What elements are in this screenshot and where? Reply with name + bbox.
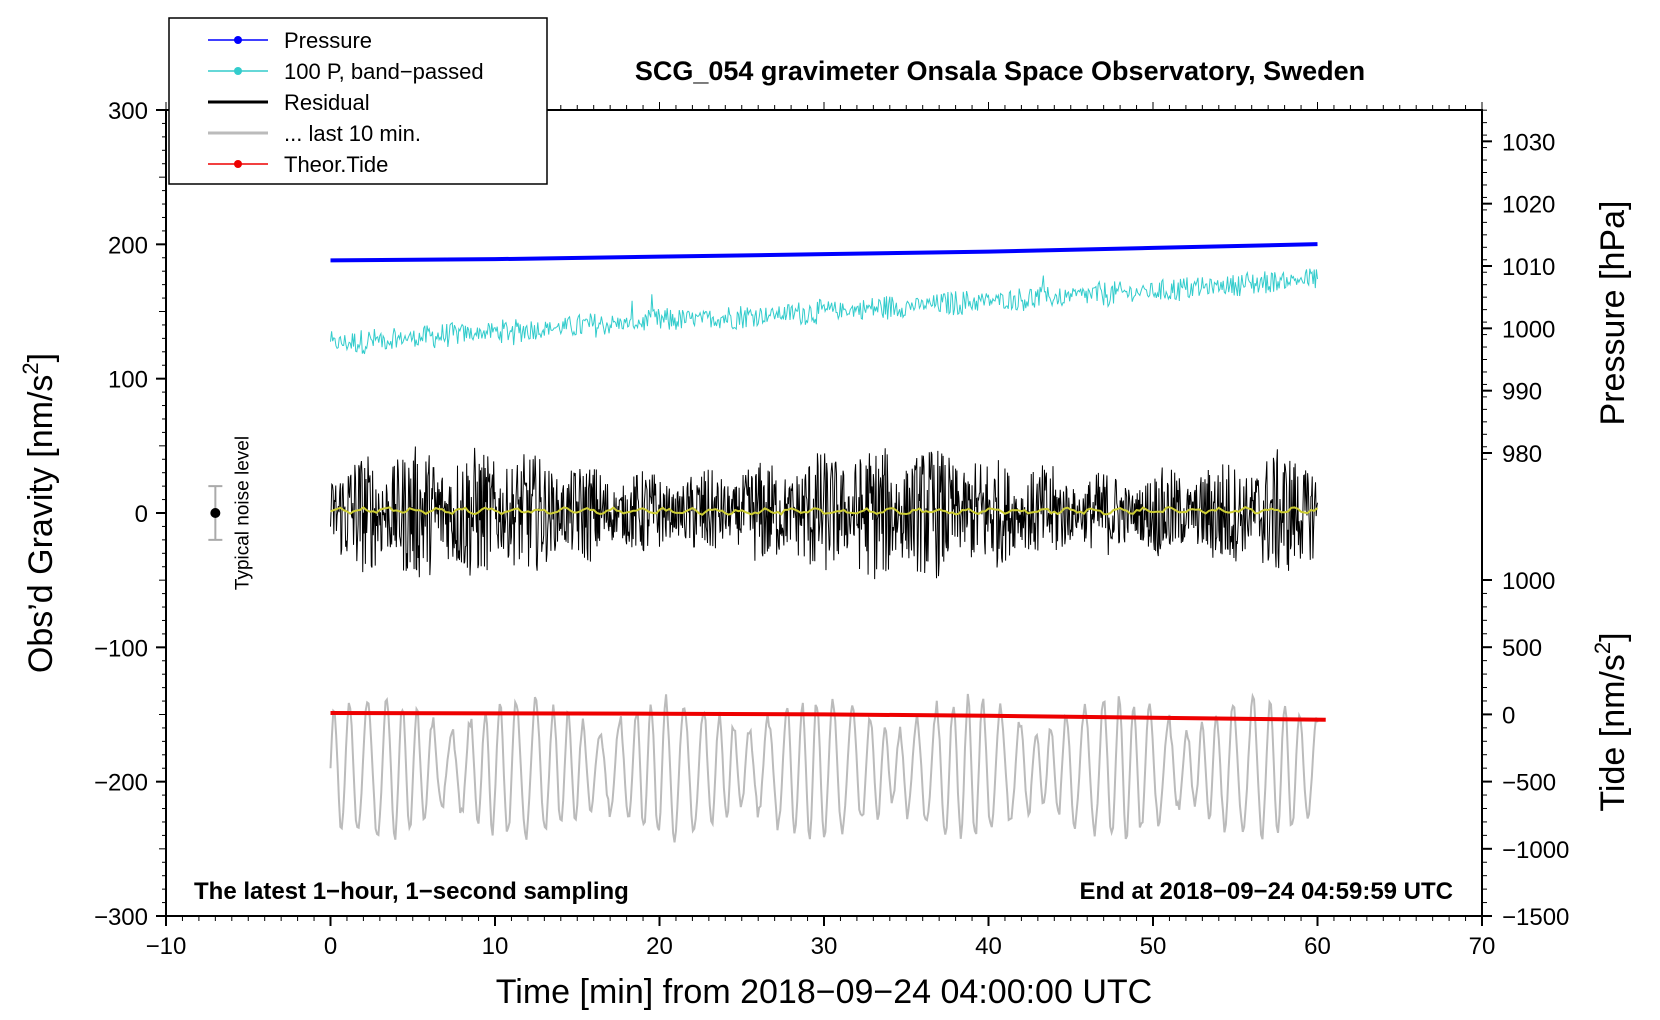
series-theor-tide: [330, 711, 1326, 722]
legend-marker: [234, 160, 242, 168]
series-100-p-band-passed: [330, 268, 1318, 355]
x-tick-label: 70: [1469, 933, 1496, 960]
y-tick-label: −100: [94, 635, 148, 662]
x-axis-title: Time [min] from 2018−09−24 04:00:00 UTC: [496, 973, 1152, 1011]
legend-label: Pressure: [284, 28, 372, 53]
x-tick-label: 40: [975, 933, 1002, 960]
series-residual: [330, 446, 1318, 580]
tide-tick-label: 500: [1502, 635, 1542, 662]
pressure-tick-label: 980: [1502, 441, 1542, 468]
x-tick-label: 50: [1140, 933, 1167, 960]
y-tick-label: 100: [108, 367, 148, 394]
legend-label: ... last 10 min.: [284, 121, 421, 146]
noise-level-label: Typical noise level: [232, 436, 253, 590]
y-axis-title-tide: Tide [nm/s2]: [1590, 632, 1632, 811]
footnote-end-time: End at 2018−09−24 04:59:59 UTC: [1079, 878, 1453, 905]
y-tick-label: 300: [108, 98, 148, 125]
legend-label: 100 P, band−passed: [284, 59, 484, 84]
axis-ticks: −10 0 10 20 30 40 50 60 703002001000−100−200−300…: [94, 98, 1569, 960]
series-residual-smoothed: [330, 506, 1319, 516]
x-tick-label: −10: [146, 933, 187, 960]
chart-title: SCG_054 gravimeter Onsala Space Observat…: [635, 56, 1365, 86]
tide-tick-label: −500: [1502, 770, 1556, 797]
legend-item-0: Pressure: [208, 28, 372, 53]
y-axis-title-gravity: Obs’d Gravity [nm/s2]: [18, 353, 60, 673]
series-last-10-min: [329, 692, 1319, 843]
y-tick-label: 0: [135, 501, 148, 528]
y-axis-title-pressure: Pressure [hPa]: [1594, 201, 1632, 426]
series-pressure: [330, 242, 1318, 263]
pressure-tick-label: 1010: [1502, 254, 1555, 281]
legend-item-3: ... last 10 min.: [208, 121, 421, 146]
y-tick-label: −200: [94, 770, 148, 797]
tide-tick-label: 1000: [1502, 568, 1555, 595]
legend-item-2: Residual: [208, 90, 370, 115]
legend-marker: [234, 67, 242, 75]
noise-level-indicator: Typical noise level: [208, 436, 253, 590]
x-tick-label: 30: [811, 933, 838, 960]
legend-item-4: Theor.Tide: [208, 152, 388, 177]
pressure-tick-label: 990: [1502, 379, 1542, 406]
x-tick-label: 60: [1304, 933, 1331, 960]
legend-marker: [234, 36, 242, 44]
x-tick-label: 0: [324, 933, 337, 960]
legend: Pressure 100 P, band−passed Residual ... la…: [168, 17, 548, 185]
legend-label: Residual: [284, 90, 370, 115]
pressure-tick-label: 1030: [1502, 129, 1555, 156]
tide-tick-label: −1500: [1502, 904, 1569, 931]
pressure-tick-label: 1020: [1502, 192, 1555, 219]
pressure-tick-label: 1000: [1502, 316, 1555, 343]
y-tick-label: −300: [94, 904, 148, 931]
legend-label: Theor.Tide: [284, 152, 388, 177]
footnote-sampling: The latest 1−hour, 1−second sampling: [194, 878, 629, 905]
y-tick-label: 200: [108, 232, 148, 259]
tide-tick-label: 0: [1502, 702, 1515, 729]
tide-tick-label: −1000: [1502, 837, 1569, 864]
legend-item-1: 100 P, band−passed: [208, 59, 484, 84]
x-tick-label: 10: [482, 933, 509, 960]
plot-area: [329, 242, 1326, 843]
x-tick-label: 20: [646, 933, 673, 960]
noise-level-point: [210, 508, 221, 518]
